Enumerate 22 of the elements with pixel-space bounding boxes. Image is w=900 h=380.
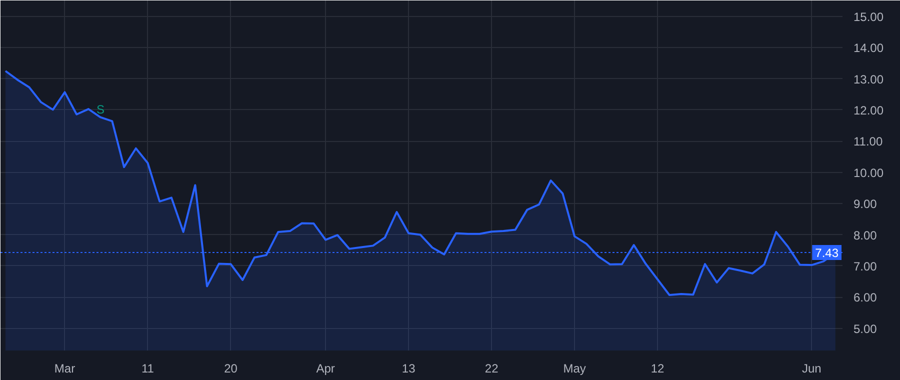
y-tick-label: 15.00 [854,10,884,24]
x-tick-label: Jun [802,362,822,376]
y-tick-label: 10.00 [854,166,884,180]
x-tick-label: 11 [142,362,154,376]
x-tick-label: Mar [54,362,76,376]
y-tick-label: 9.00 [854,197,878,212]
y-tick-label: 14.00 [854,41,884,56]
y-tick-label: 11.00 [854,134,883,149]
y-tick-label: 5.00 [854,322,878,336]
y-tick-label: 8.00 [854,228,878,242]
y-tick-label: 6.00 [854,290,878,305]
x-tick-label: 22 [484,362,499,376]
y-tick-label: 7.00 [854,259,878,274]
annotation: S [96,102,105,116]
y-tick-label: 12.00 [854,103,884,118]
x-tick-label: Apr [316,362,335,376]
x-tick-label: 12 [650,362,665,376]
ref-line-label: 7.43 [815,246,839,260]
x-tick-label: 20 [224,362,238,376]
y-tick-label: 13.00 [854,72,884,86]
x-tick-label: 13 [402,362,416,376]
x-tick-label: May [563,362,586,376]
